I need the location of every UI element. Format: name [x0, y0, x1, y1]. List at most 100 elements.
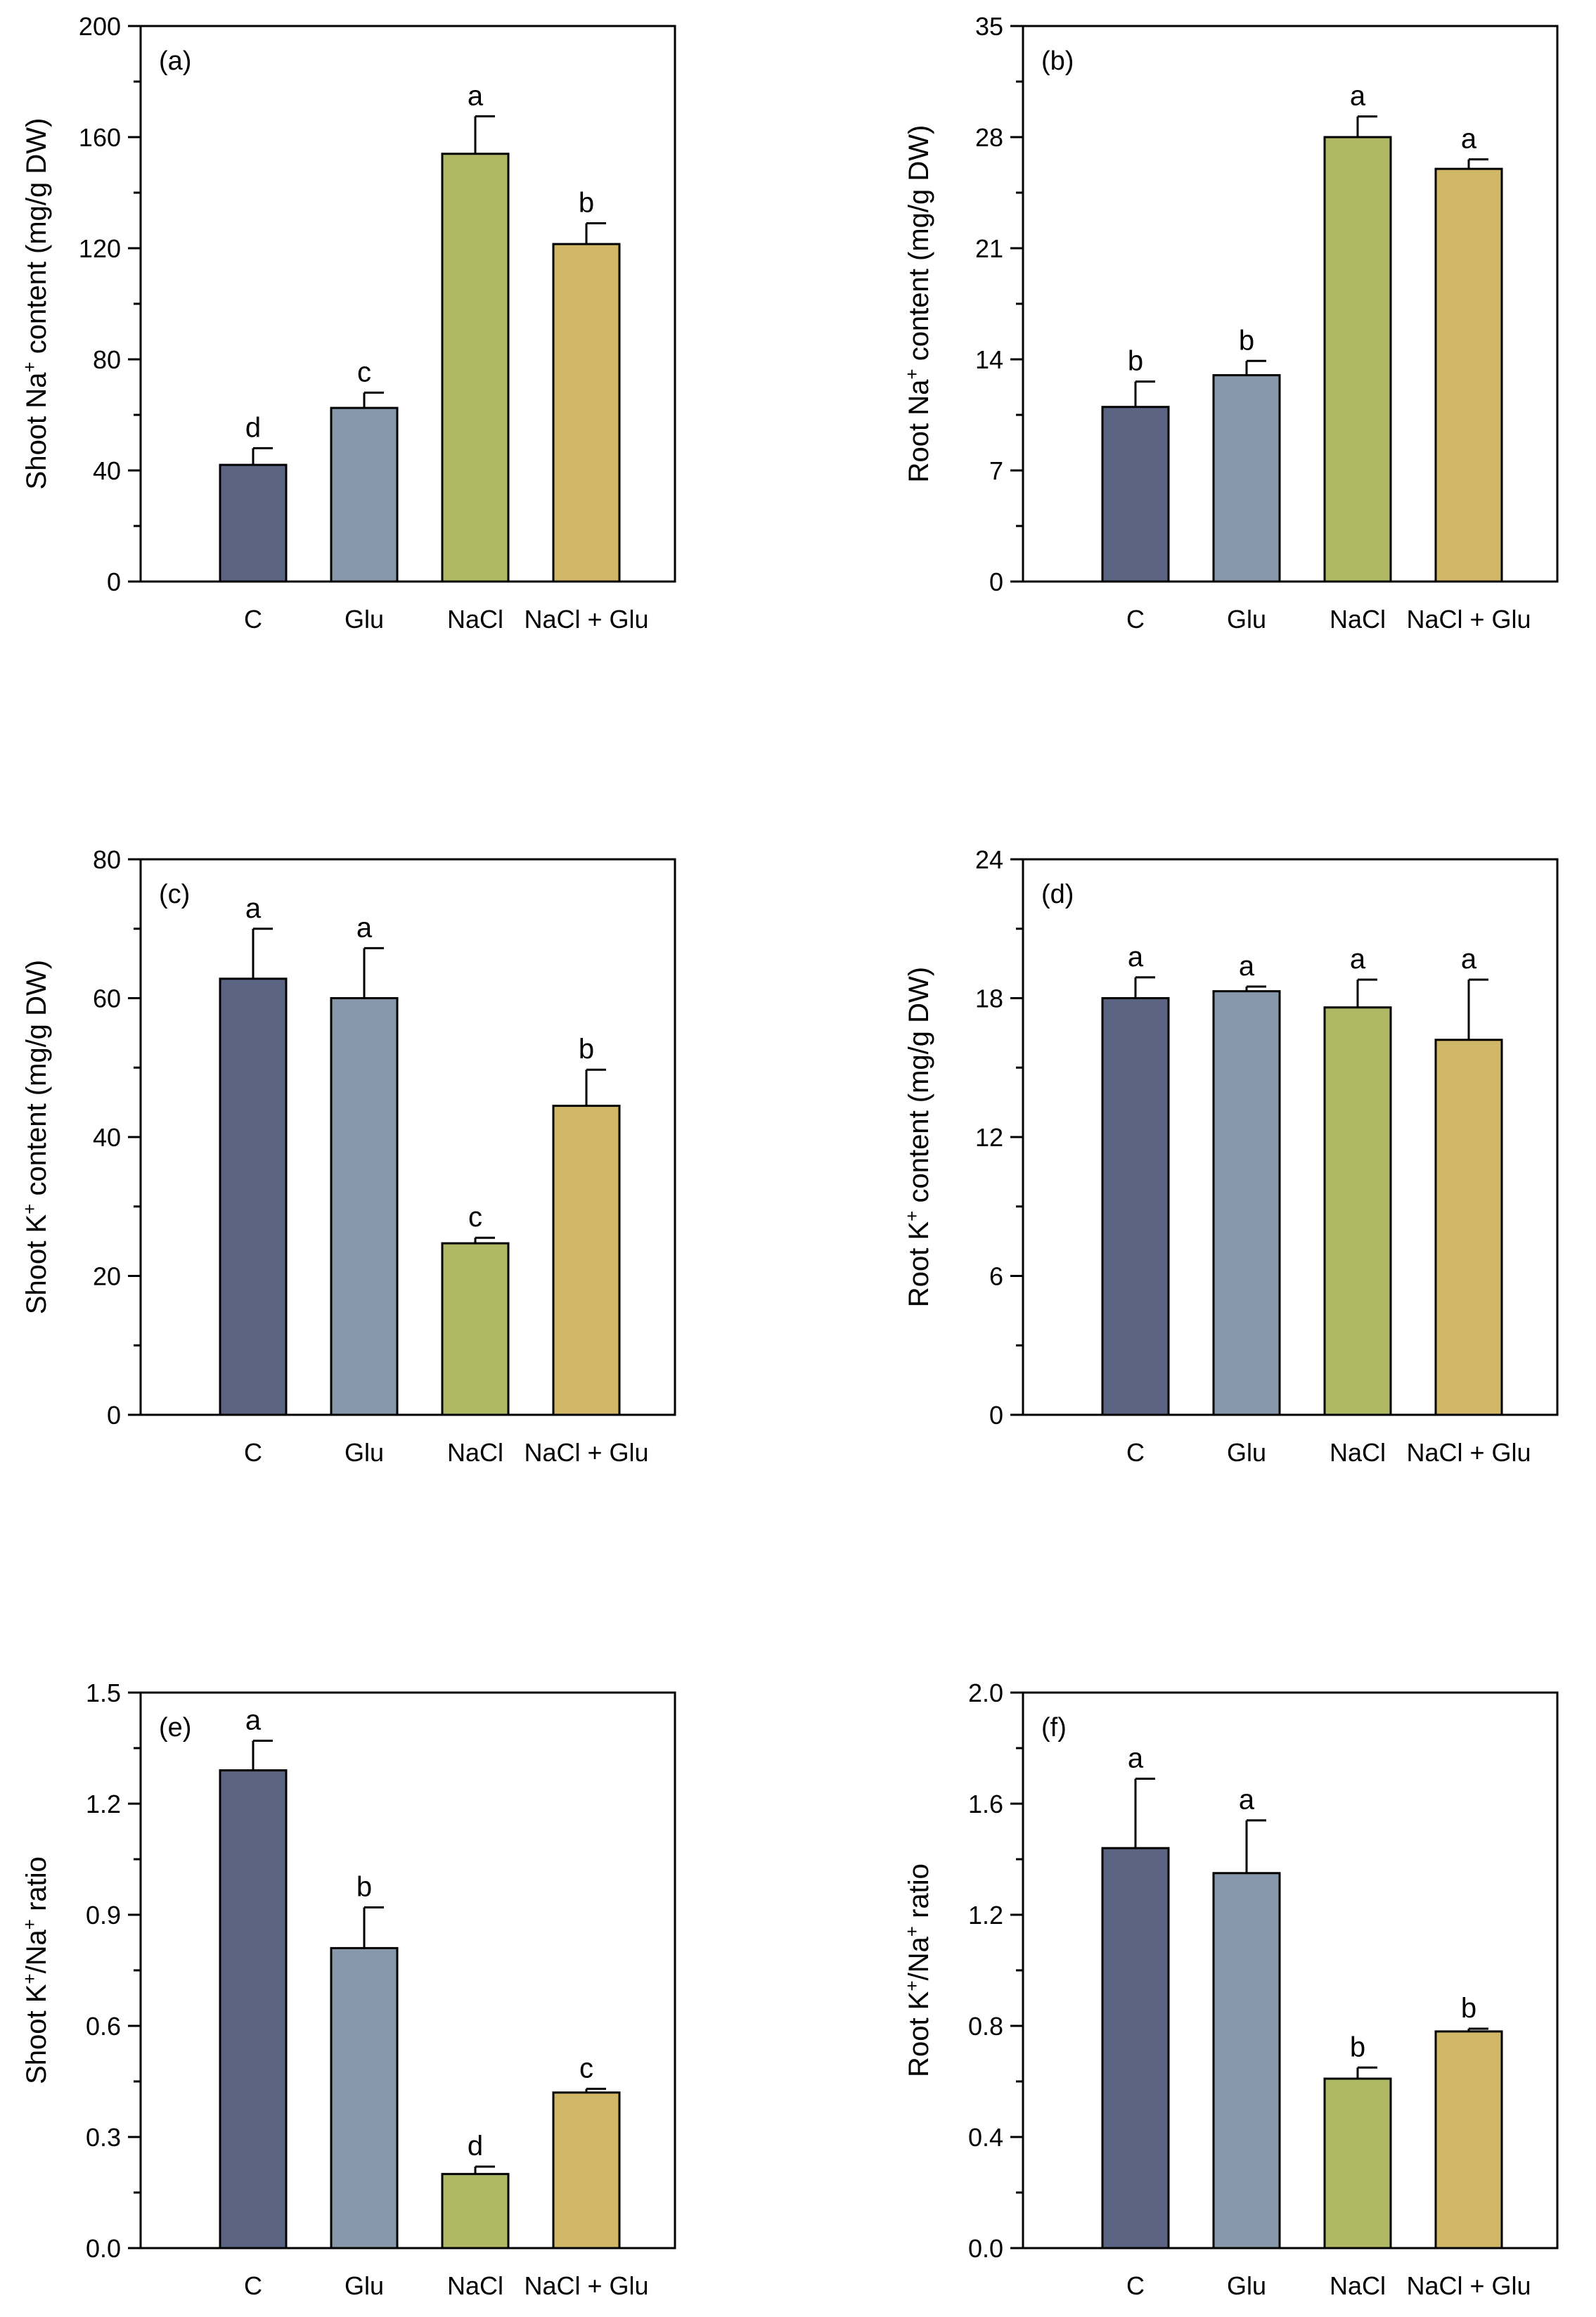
- panel-label: (c): [159, 880, 190, 909]
- bar-5-4: [552, 2091, 621, 2249]
- y-axis-label: Shoot K+/Na+ ratio: [19, 1856, 52, 2084]
- panel-label: (d): [1041, 880, 1074, 909]
- panel-label: (a): [159, 46, 191, 76]
- y-axis-label-text: content (mg/g DW): [903, 967, 934, 1211]
- bar-1-3: [441, 153, 510, 583]
- chart-panel-4: a a a a 0 6 12 18 24 C Glu NaCl NaCl + Glu (d) Root K+…: [901, 845, 1559, 1467]
- y-axis-label-superscript: +: [19, 1973, 40, 1984]
- bar-3-1: [219, 977, 288, 1416]
- significance-letter: b: [356, 1871, 372, 1902]
- y-tick-label: 6: [989, 1262, 1003, 1291]
- significance-letter: a: [1350, 81, 1366, 112]
- y-tick-label: 0.0: [968, 2234, 1003, 2263]
- significance-letter: b: [1239, 325, 1254, 356]
- x-tick-label: C: [1126, 1438, 1145, 1467]
- y-tick-label: 80: [93, 345, 121, 374]
- y-tick-label: 12: [975, 1123, 1003, 1152]
- x-tick-label: Glu: [1227, 605, 1266, 634]
- significance-letter: a: [1128, 942, 1144, 973]
- bar-6-1: [1101, 1847, 1170, 2249]
- significance-letter: c: [468, 1202, 482, 1233]
- x-tick-label: Glu: [1227, 2271, 1266, 2300]
- y-tick-label: 0: [989, 567, 1003, 596]
- significance-letter: d: [468, 2131, 483, 2162]
- y-tick-label: 7: [989, 456, 1003, 485]
- x-tick-label: Glu: [345, 2271, 384, 2300]
- panel-label: (e): [159, 1713, 191, 1742]
- significance-letter: a: [468, 80, 484, 111]
- bar-1-2: [330, 406, 399, 583]
- significance-letter: c: [579, 2053, 593, 2084]
- x-tick-label: Glu: [345, 1438, 384, 1467]
- bar-3-2: [330, 997, 399, 1416]
- x-tick-label: Glu: [1227, 1438, 1266, 1467]
- x-tick-label: NaCl: [447, 1438, 503, 1467]
- y-tick-label: 0.3: [86, 2123, 121, 2152]
- x-tick-label: C: [1126, 605, 1145, 634]
- bar-4-3: [1323, 1006, 1392, 1416]
- significance-letter: b: [1128, 346, 1143, 377]
- bar-1-4: [552, 243, 621, 583]
- y-axis-label-text: content (mg/g DW): [21, 960, 52, 1204]
- y-tick-label: 1.2: [86, 1790, 121, 1818]
- y-axis-label: Root K+ content (mg/g DW): [901, 967, 934, 1307]
- y-tick-label: 2.0: [968, 1679, 1003, 1707]
- y-axis-label: Root K+/Na+ ratio: [901, 1863, 934, 2077]
- bar-4-1: [1101, 997, 1170, 1416]
- y-axis-label-text: content (mg/g DW): [21, 118, 52, 362]
- y-axis-label: Shoot K+ content (mg/g DW): [19, 960, 52, 1314]
- y-tick-label: 28: [975, 123, 1003, 152]
- y-axis-label-text: /Na: [903, 1936, 934, 1980]
- x-tick-label: Glu: [345, 605, 384, 634]
- y-axis-label-superscript: +: [901, 1211, 922, 1221]
- significance-letter: a: [1128, 1742, 1144, 1773]
- x-tick-label: NaCl + Glu: [1406, 2271, 1531, 2300]
- y-axis-label-text: Root K: [903, 1221, 934, 1308]
- x-tick-label: NaCl + Glu: [1406, 1438, 1531, 1467]
- y-tick-label: 0: [989, 1401, 1003, 1430]
- y-axis-label-superscript: +: [19, 1204, 40, 1214]
- y-axis-label: Root Na+ content (mg/g DW): [901, 125, 934, 483]
- bar-3-3: [441, 1242, 510, 1416]
- y-axis-label-text: ratio: [903, 1863, 934, 1926]
- x-tick-label: C: [244, 2271, 262, 2300]
- x-tick-label: NaCl + Glu: [524, 605, 648, 634]
- y-axis-label-text: Shoot K: [21, 1214, 52, 1314]
- y-tick-label: 21: [975, 234, 1003, 263]
- bar-2-1: [1101, 406, 1170, 583]
- panel-label: (b): [1041, 46, 1074, 76]
- y-tick-label: 80: [93, 845, 121, 874]
- y-tick-label: 0: [107, 1401, 121, 1430]
- y-tick-label: 24: [975, 845, 1003, 874]
- y-tick-label: 1.6: [968, 1790, 1003, 1818]
- y-tick-label: 14: [975, 345, 1003, 374]
- y-tick-label: 60: [93, 984, 121, 1013]
- bar-3-4: [552, 1105, 621, 1416]
- y-tick-label: 35: [975, 12, 1003, 41]
- y-axis-label-text: Shoot K: [21, 1984, 52, 2084]
- bar-6-2: [1212, 1872, 1281, 2249]
- chart-panel-5: a b d c 0.0 0.3 0.6 0.9 1.2 1.5 C Glu NaCl NaCl + Glu…: [19, 1679, 676, 2300]
- y-tick-label: 200: [79, 12, 121, 41]
- y-tick-label: 0: [107, 567, 121, 596]
- bar-1-1: [219, 463, 288, 583]
- y-tick-label: 18: [975, 984, 1003, 1013]
- x-tick-label: C: [244, 605, 262, 634]
- x-tick-label: NaCl: [1330, 1438, 1386, 1467]
- significance-letter: b: [579, 1034, 594, 1065]
- bar-5-3: [441, 2173, 510, 2249]
- y-axis-label-text: content (mg/g DW): [903, 125, 934, 369]
- y-axis-label-superscript: +: [19, 361, 40, 372]
- significance-letter: d: [245, 412, 261, 443]
- y-tick-label: 40: [93, 1123, 121, 1152]
- bar-2-2: [1212, 374, 1281, 583]
- y-axis-label-text: Shoot Na: [21, 372, 52, 490]
- y-axis-label: Shoot Na+ content (mg/g DW): [19, 118, 52, 490]
- y-tick-label: 20: [93, 1262, 121, 1291]
- x-tick-label: NaCl: [447, 2271, 503, 2300]
- bar-6-4: [1434, 2030, 1503, 2249]
- y-axis-label-superscript: +: [901, 1926, 922, 1937]
- y-axis-label-text: ratio: [21, 1856, 52, 1919]
- x-tick-label: NaCl + Glu: [1406, 605, 1531, 634]
